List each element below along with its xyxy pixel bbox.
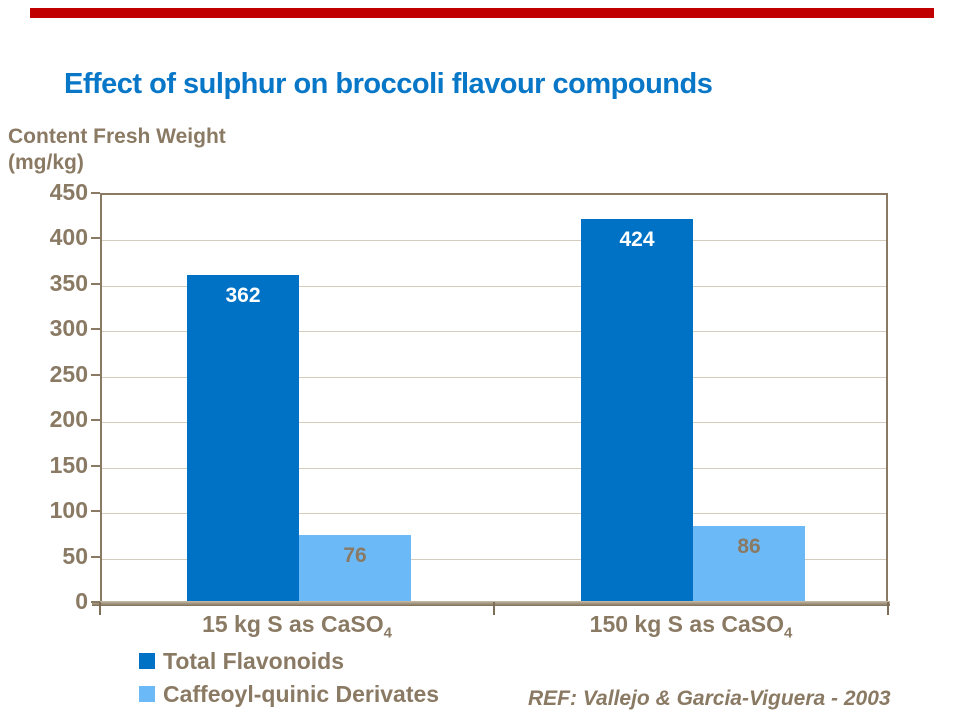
y-tick-mark	[91, 555, 100, 558]
bar-value-label: 76	[343, 543, 367, 567]
y-tick-label: 400	[49, 224, 88, 251]
gridline	[102, 422, 886, 424]
x-axis-line	[92, 601, 890, 606]
gridline	[102, 558, 886, 560]
gridline	[102, 513, 886, 515]
y-tick-mark	[91, 237, 100, 240]
bar-total-flavonoids	[581, 218, 693, 604]
bar-caffeoyl-quinic-derivates	[299, 534, 411, 604]
chart-title: Effect of sulphur on broccoli flavour co…	[64, 68, 713, 100]
y-tick-label: 0	[75, 588, 88, 614]
gridline	[102, 285, 886, 287]
bar-value-label: 362	[225, 283, 261, 307]
y-tick-label: 50	[62, 542, 88, 569]
x-tick-mark	[493, 602, 495, 615]
x-category-label-2-text: 150 kg S as CaSO	[589, 611, 785, 637]
bar-value-label: 424	[619, 227, 655, 251]
y-tick-mark	[91, 282, 100, 285]
gridline	[102, 376, 886, 378]
bar-total-flavonoids	[187, 274, 299, 604]
y-tick-mark	[91, 601, 100, 603]
x-category-label-2: 150 kg S as CaSO4	[494, 611, 888, 642]
legend-swatch-total-flavonoids	[139, 653, 155, 669]
gridline	[102, 467, 886, 469]
y-axis-title-line2: (mg/kg)	[8, 151, 84, 175]
legend-label-caffeoyl-quinic-derivates: Caffeoyl-quinic Derivates	[163, 680, 440, 707]
y-tick-label: 100	[49, 497, 88, 524]
legend-swatch-caffeoyl-quinic-derivates	[139, 686, 155, 702]
y-tick-mark	[91, 464, 100, 467]
plot-area: 362 424 76 86	[100, 193, 888, 604]
x-category-label-1-text: 15 kg S as CaSO	[202, 611, 384, 637]
x-category-label-2-subscript: 4	[784, 624, 793, 642]
y-tick-label: 250	[49, 360, 88, 387]
y-tick-mark	[91, 373, 100, 376]
gridline	[102, 331, 886, 333]
gridline	[102, 240, 886, 242]
y-tick-label: 200	[49, 406, 88, 433]
x-category-label-1: 15 kg S as CaSO4	[100, 611, 494, 642]
y-tick-label: 450	[49, 179, 88, 205]
y-axis-title: Content Fresh Weight (mg/kg)	[8, 124, 226, 177]
x-category-label-1-subscript: 4	[383, 624, 392, 642]
y-tick-label: 150	[49, 451, 88, 478]
reference-note: REF: Vallejo & Garcia-Viguera - 2003	[528, 687, 891, 710]
y-tick-label: 350	[49, 269, 88, 296]
y-tick-mark	[91, 192, 100, 194]
y-tick-mark	[91, 328, 100, 331]
y-tick-mark	[91, 510, 100, 513]
y-tick-label: 300	[49, 315, 88, 342]
bar-caffeoyl-quinic-derivates	[693, 525, 805, 604]
y-tick-mark	[91, 419, 100, 422]
bar-value-label: 86	[737, 534, 761, 558]
legend-row-total-flavonoids: Total Flavonoids	[139, 647, 439, 674]
chart-legend: Total Flavonoids Caffeoyl-quinic Derivat…	[139, 647, 440, 715]
x-tick-mark	[887, 602, 889, 615]
y-axis-title-line1: Content Fresh Weight	[8, 125, 226, 148]
x-tick-mark	[99, 602, 101, 615]
legend-row-caffeoyl-quinic-derivates: Caffeoyl-quinic Derivates	[139, 680, 440, 707]
top-accent-bar	[30, 8, 934, 18]
legend-label-total-flavonoids: Total Flavonoids	[163, 647, 345, 674]
